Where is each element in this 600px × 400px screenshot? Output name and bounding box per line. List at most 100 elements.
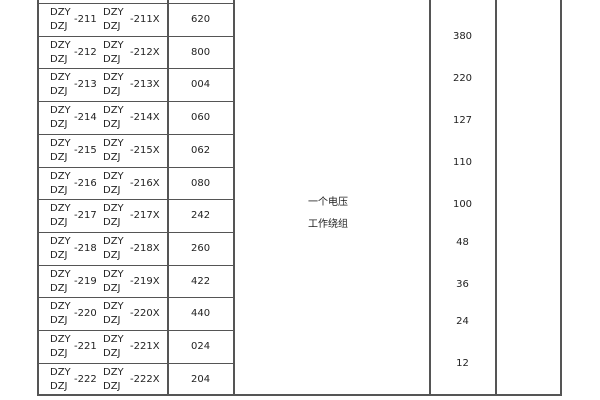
- table-border: [37, 0, 39, 395]
- model-number-x: -214X: [130, 112, 160, 124]
- model-number-x: -217X: [130, 210, 160, 222]
- model-number: -216: [74, 177, 97, 189]
- model-number: -213: [74, 79, 97, 91]
- table-row: DZY DZJ -219 DZY DZJ -219X 422: [37, 265, 234, 298]
- table-row: DZY DZJ -220 DZY DZJ -220X 440: [37, 297, 234, 330]
- voltage-value: 36: [456, 279, 469, 290]
- model-prefix: DZJ: [50, 53, 68, 65]
- model-prefix: DZJ: [50, 119, 68, 131]
- table-row: DZY DZJ -218 DZY DZJ -218X 260: [37, 232, 234, 265]
- table-border: [560, 0, 562, 395]
- column-divider: [233, 0, 235, 395]
- model-prefix: DZY: [50, 39, 71, 51]
- model-prefix: DZY: [103, 366, 124, 378]
- row-divider: [37, 231, 235, 233]
- model-prefix: DZJ: [50, 348, 68, 359]
- model-prefix: DZJ: [103, 380, 121, 392]
- model-prefix: DZY: [50, 235, 71, 247]
- table-row: DZY DZJ -212 DZY DZJ -212X 800: [37, 36, 234, 69]
- voltage-value: 100: [452, 199, 473, 210]
- model-number-x: -216X: [130, 177, 160, 189]
- model-prefix: DZY: [50, 203, 71, 215]
- voltage-value: 12: [456, 358, 469, 369]
- table-bottom-border: [37, 394, 562, 396]
- code-cell: 024: [191, 341, 211, 352]
- model-number-x: -215X: [130, 144, 160, 156]
- model-number-x: -212X: [130, 46, 160, 58]
- model-number: -217: [74, 210, 97, 222]
- model-prefix: DZY: [50, 334, 71, 345]
- row-divider: [37, 133, 235, 135]
- model-prefix: DZY: [103, 137, 124, 149]
- model-prefix: DZY: [103, 39, 124, 51]
- model-prefix: DZY: [103, 7, 124, 18]
- model-prefix: DZJ: [103, 184, 121, 196]
- model-prefix: DZY: [103, 105, 124, 117]
- model-number: -222: [74, 373, 97, 385]
- model-prefix: DZY: [103, 235, 124, 247]
- table-row: DZY DZJ -211 DZY DZJ -211X 620: [37, 3, 234, 36]
- model-prefix: DZJ: [103, 53, 121, 65]
- model-prefix: DZY: [103, 72, 124, 84]
- model-prefix: DZY: [103, 334, 124, 345]
- table-row: DZY DZJ -221 DZY DZJ -221X 024: [37, 330, 234, 363]
- code-cell: 620: [191, 14, 211, 25]
- model-prefix: DZJ: [103, 348, 121, 359]
- voltage-value: 24: [456, 316, 469, 327]
- model-number-x: -221X: [130, 341, 160, 352]
- code-cell: 060: [191, 112, 211, 124]
- model-prefix: DZJ: [103, 21, 121, 32]
- model-prefix: DZY: [103, 203, 124, 215]
- model-prefix: DZY: [50, 170, 71, 182]
- row-divider: [37, 199, 235, 201]
- row-divider: [37, 101, 235, 103]
- model-number: -218: [74, 242, 97, 254]
- table-row: DZY DZJ -215 DZY DZJ -215X 062: [37, 134, 234, 167]
- model-prefix: DZY: [103, 268, 124, 280]
- model-prefix: DZJ: [50, 249, 68, 261]
- row-divider: [37, 3, 235, 4]
- model-number: -215: [74, 144, 97, 156]
- row-divider: [37, 297, 235, 299]
- code-cell: 004: [191, 79, 211, 91]
- table-row: DZY DZJ -217 DZY DZJ -217X 242: [37, 199, 234, 232]
- winding-description: 一个电压 工作绕组: [308, 192, 348, 236]
- column-divider: [429, 0, 431, 395]
- row-divider: [37, 35, 235, 37]
- model-number-x: -220X: [130, 308, 160, 320]
- model-prefix: DZY: [50, 366, 71, 378]
- table-row: DZY DZJ -213 DZY DZJ -213X 004: [37, 68, 234, 101]
- table-row: DZY DZJ -214 DZY DZJ -214X 060: [37, 101, 234, 134]
- voltage-value: 127: [452, 115, 473, 126]
- model-number-x: -218X: [130, 242, 160, 254]
- voltage-value: 380: [452, 31, 473, 42]
- model-prefix: DZJ: [50, 282, 68, 294]
- model-number: -219: [74, 275, 97, 287]
- code-cell: 204: [191, 373, 211, 385]
- row-divider: [37, 264, 235, 266]
- model-prefix: DZJ: [50, 380, 68, 392]
- model-number: -214: [74, 112, 97, 124]
- model-prefix: DZY: [50, 268, 71, 280]
- model-number-x: -213X: [130, 79, 160, 91]
- model-prefix: DZJ: [103, 249, 121, 261]
- model-prefix: DZY: [103, 170, 124, 182]
- model-prefix: DZJ: [50, 86, 68, 98]
- code-cell: 800: [191, 46, 211, 58]
- model-prefix: DZJ: [103, 217, 121, 229]
- column-divider: [495, 0, 497, 395]
- row-divider: [37, 362, 235, 364]
- model-prefix: DZJ: [103, 282, 121, 294]
- row-divider: [37, 166, 235, 168]
- model-number: -211: [74, 14, 97, 25]
- voltage-value: 110: [452, 157, 473, 168]
- model-prefix: DZJ: [50, 315, 68, 327]
- model-prefix: DZJ: [103, 86, 121, 98]
- code-cell: 260: [191, 242, 211, 254]
- model-number-x: -222X: [130, 373, 160, 385]
- table-row: DZY DZJ -222 DZY DZJ -222X 204: [37, 363, 234, 396]
- model-prefix: DZJ: [103, 119, 121, 131]
- voltage-value: 48: [456, 237, 469, 248]
- voltage-value: 220: [452, 73, 473, 84]
- model-prefix: DZJ: [103, 315, 121, 327]
